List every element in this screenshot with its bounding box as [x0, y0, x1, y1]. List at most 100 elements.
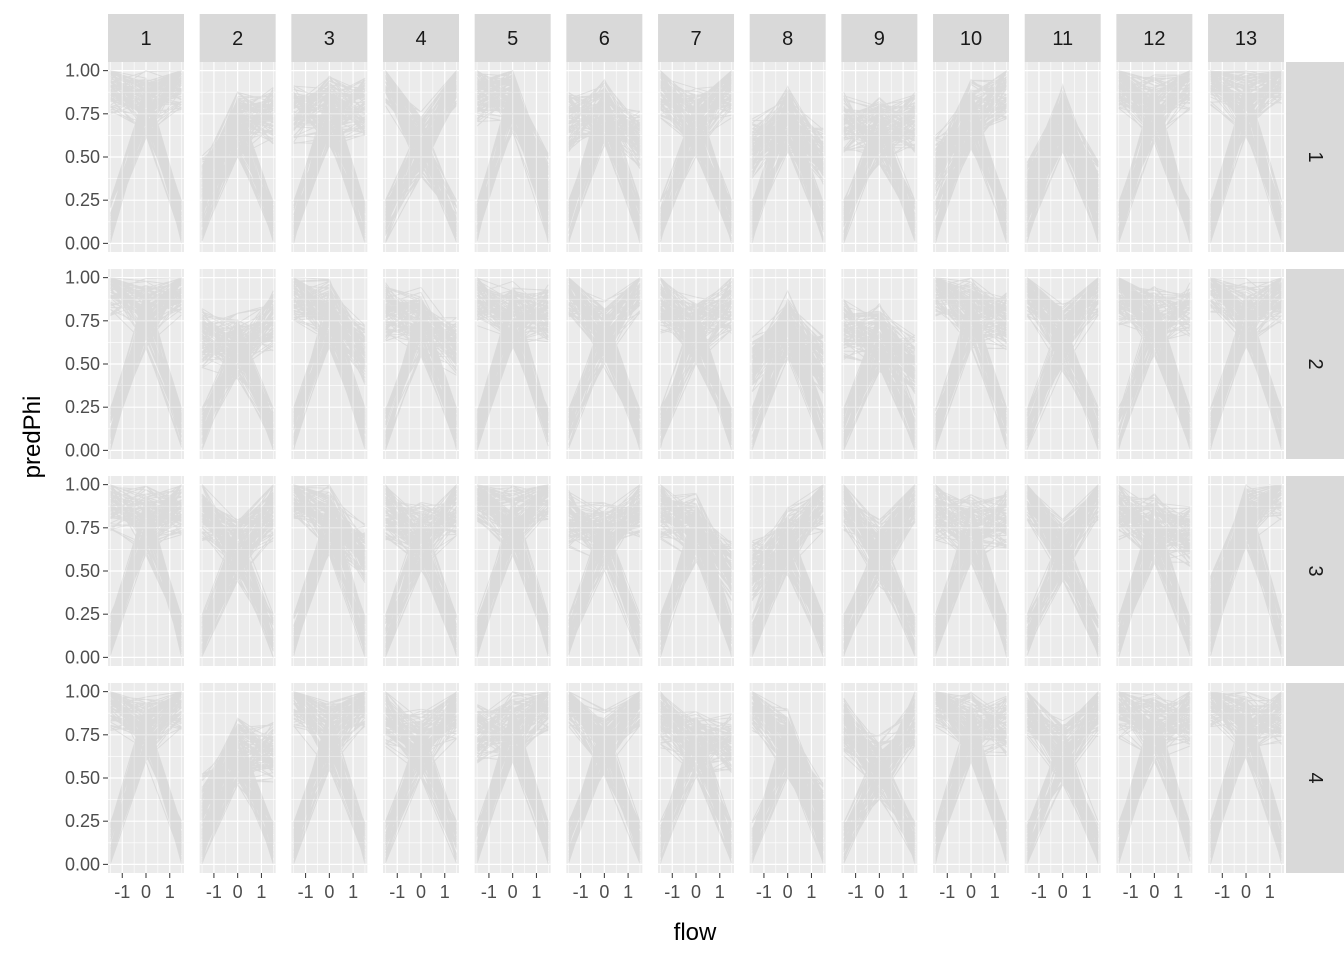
- row-strip-3: 3: [1286, 476, 1344, 666]
- y-tick-label: 0.75: [65, 725, 100, 745]
- column-strip-4: 4: [383, 14, 460, 62]
- y-axis-title: predPhi: [19, 396, 46, 479]
- y-tick-label: 0.00: [65, 647, 100, 667]
- column-strip-bg: [474, 14, 551, 62]
- column-strip-label: 6: [599, 28, 610, 50]
- panel-r1-c9: [841, 62, 918, 252]
- x-tick-label: -1: [481, 882, 497, 902]
- y-tick-label: 0.00: [65, 854, 100, 874]
- column-strip-label: 9: [874, 28, 885, 50]
- panel-r1-c7: [658, 62, 735, 252]
- panel-r1-c8: [749, 62, 826, 252]
- column-strip-label: 5: [507, 28, 518, 50]
- series-lines: [751, 85, 824, 244]
- series-lines: [934, 277, 1008, 451]
- panel-r4-c2: [199, 683, 276, 873]
- row-strip-1: 1: [1286, 62, 1344, 252]
- panels-layer: [108, 62, 1285, 873]
- panel-r3-c12: [1116, 476, 1193, 666]
- x-tick-label: 0: [1241, 882, 1251, 902]
- panel-r4-c7: [658, 683, 735, 873]
- x-tick-label: 1: [1081, 882, 1091, 902]
- series-lines: [293, 691, 366, 865]
- series-lines: [476, 484, 549, 658]
- column-strip-label: 3: [324, 28, 335, 50]
- series-lines: [384, 282, 458, 451]
- series-lines: [293, 277, 366, 450]
- y-tick-label: 0.50: [65, 354, 100, 374]
- column-strip-bg: [291, 14, 368, 62]
- column-strip-5: 5: [474, 14, 551, 62]
- series-lines: [293, 484, 366, 658]
- x-tick-label: 0: [141, 882, 151, 902]
- column-strip-9: 9: [841, 14, 918, 62]
- x-tick-label: 1: [1265, 882, 1275, 902]
- panel-r2-c1: [108, 269, 184, 459]
- column-strip-bg: [933, 14, 1010, 62]
- column-strip-bg: [1024, 14, 1101, 62]
- x-tick-label: -1: [756, 882, 772, 902]
- column-strip-label: 2: [232, 28, 243, 50]
- series-lines: [843, 92, 916, 244]
- x-tick-label: 1: [898, 882, 908, 902]
- series-lines: [476, 277, 549, 451]
- panel-r3-c5: [474, 476, 551, 666]
- series-lines: [1118, 70, 1191, 244]
- panel-r2-c10: [933, 269, 1010, 459]
- series-lines: [201, 290, 274, 451]
- column-strip-11: 11: [1024, 14, 1101, 62]
- series-lines: [109, 277, 183, 451]
- x-tick-label: 1: [990, 882, 1000, 902]
- series-lines: [1118, 277, 1191, 450]
- x-tick-label: -1: [1031, 882, 1047, 902]
- panel-r2-c6: [566, 269, 643, 459]
- column-strip-8: 8: [749, 14, 826, 62]
- y-tick-label: 0.50: [65, 147, 100, 167]
- x-tick-label: 1: [440, 882, 450, 902]
- x-tick-label: 1: [531, 882, 541, 902]
- column-strip-label: 10: [960, 28, 982, 50]
- row-strip-label: 2: [1304, 358, 1326, 369]
- series-lines: [843, 299, 916, 451]
- x-tick-label: -1: [298, 882, 314, 902]
- column-strip-bg: [1116, 14, 1193, 62]
- x-tick-label: 1: [623, 882, 633, 902]
- series-lines: [384, 484, 458, 658]
- series-lines: [751, 289, 824, 451]
- x-tick-label: -1: [206, 882, 222, 902]
- y-tick-label: 0.75: [65, 104, 100, 124]
- panel-r1-c3: [291, 62, 368, 252]
- panel-r4-c8: [749, 683, 826, 873]
- y-tick-label: 0.75: [65, 518, 100, 538]
- row-strip-4: 4: [1286, 683, 1344, 873]
- row-strip-label: 1: [1304, 151, 1326, 162]
- column-strip-12: 12: [1116, 14, 1193, 62]
- y-tick-label: 0.50: [65, 768, 100, 788]
- column-strip-label: 11: [1052, 28, 1073, 50]
- y-tick-label: 1.00: [65, 61, 100, 81]
- series-lines: [476, 69, 549, 244]
- panel-r1-c11: [1024, 62, 1101, 252]
- row-strip-label: 3: [1304, 565, 1326, 576]
- x-tick-label: -1: [1123, 882, 1139, 902]
- series-lines: [1026, 691, 1099, 865]
- series-lines: [659, 70, 733, 244]
- panel-r1-c4: [383, 62, 460, 252]
- x-tick-label: 0: [1149, 882, 1159, 902]
- panel-r1-c1: [108, 62, 184, 252]
- series-lines: [1026, 82, 1099, 244]
- x-axis-title: flow: [674, 919, 717, 946]
- series-lines: [843, 691, 916, 865]
- panel-r1-c12: [1116, 62, 1193, 252]
- row-strip-label: 4: [1304, 772, 1326, 783]
- x-tick-label: 1: [806, 882, 816, 902]
- panel-r3-c2: [199, 476, 276, 666]
- x-tick-label: 1: [715, 882, 725, 902]
- panel-r2-c8: [749, 269, 826, 459]
- x-tick-label: 1: [1173, 882, 1183, 902]
- column-strip-label: 13: [1235, 28, 1257, 50]
- series-lines: [1026, 277, 1099, 451]
- series-lines: [751, 691, 824, 864]
